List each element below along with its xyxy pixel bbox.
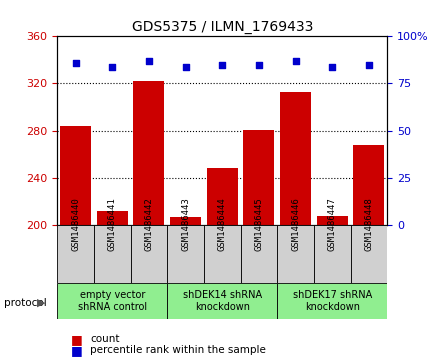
Bar xyxy=(314,225,351,283)
Bar xyxy=(243,130,275,225)
Bar xyxy=(241,225,277,283)
Point xyxy=(72,60,79,66)
Bar xyxy=(167,225,204,283)
Bar xyxy=(131,225,167,283)
Text: ▶: ▶ xyxy=(37,298,46,308)
Text: GSM1486443: GSM1486443 xyxy=(181,197,190,251)
Point xyxy=(219,62,226,68)
Bar xyxy=(317,216,348,225)
Text: GSM1486440: GSM1486440 xyxy=(71,197,80,251)
Point xyxy=(255,62,262,68)
Bar xyxy=(97,211,128,225)
Point xyxy=(329,64,336,69)
Text: shDEK17 shRNA
knockdown: shDEK17 shRNA knockdown xyxy=(293,290,372,312)
Bar xyxy=(57,283,167,319)
Bar xyxy=(351,225,387,283)
Bar xyxy=(204,225,241,283)
Bar xyxy=(170,217,201,225)
Bar xyxy=(280,92,311,225)
Point xyxy=(365,62,372,68)
Bar xyxy=(57,225,94,283)
Text: GSM1486448: GSM1486448 xyxy=(364,197,374,251)
Bar xyxy=(277,225,314,283)
Text: shDEK14 shRNA
knockdown: shDEK14 shRNA knockdown xyxy=(183,290,262,312)
Text: count: count xyxy=(90,334,120,344)
Bar xyxy=(94,225,131,283)
Bar xyxy=(60,126,91,225)
Bar xyxy=(167,283,277,319)
Text: GSM1486441: GSM1486441 xyxy=(108,197,117,251)
Bar xyxy=(353,145,385,225)
Text: GSM1486444: GSM1486444 xyxy=(218,197,227,251)
Bar xyxy=(207,168,238,225)
Text: GSM1486445: GSM1486445 xyxy=(254,197,264,251)
Text: protocol: protocol xyxy=(4,298,47,308)
Point xyxy=(109,64,116,69)
Text: ■: ■ xyxy=(70,333,82,346)
Title: GDS5375 / ILMN_1769433: GDS5375 / ILMN_1769433 xyxy=(132,20,313,34)
Text: empty vector
shRNA control: empty vector shRNA control xyxy=(77,290,147,312)
Text: ■: ■ xyxy=(70,344,82,357)
Text: GSM1486442: GSM1486442 xyxy=(144,197,154,251)
Bar xyxy=(277,283,387,319)
Text: percentile rank within the sample: percentile rank within the sample xyxy=(90,345,266,355)
Bar xyxy=(133,81,165,225)
Text: GSM1486446: GSM1486446 xyxy=(291,197,300,251)
Point xyxy=(292,58,299,64)
Point xyxy=(182,64,189,69)
Point xyxy=(145,58,152,64)
Text: GSM1486447: GSM1486447 xyxy=(328,197,337,251)
